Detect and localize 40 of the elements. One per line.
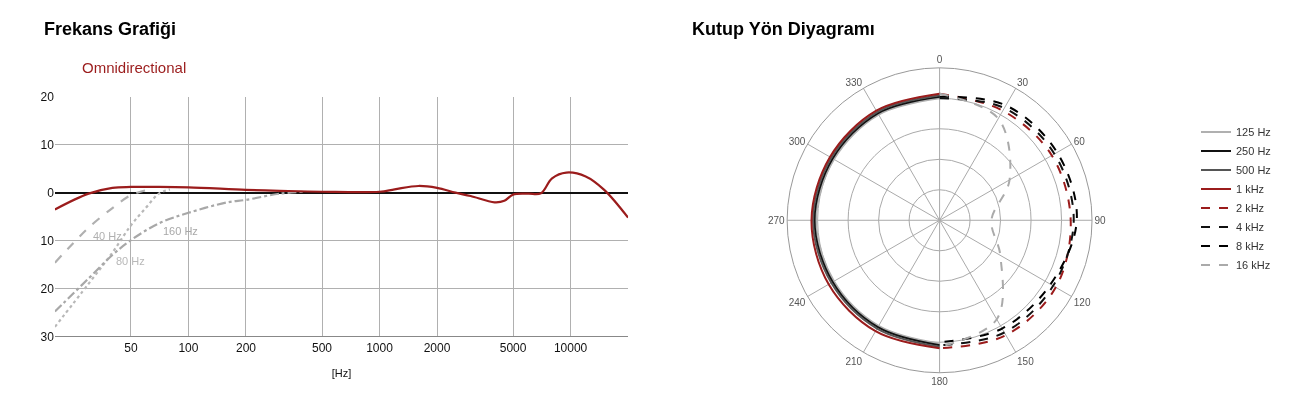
x-tick-label: 50 bbox=[124, 340, 138, 355]
spoke-label: 30 bbox=[1017, 77, 1029, 89]
chart-title: Kutup Yön Diyagramı bbox=[692, 19, 875, 39]
spoke-label: 270 bbox=[767, 214, 786, 226]
y-tick-label: 0 bbox=[47, 185, 55, 200]
y-tick-label: 30 bbox=[40, 329, 55, 344]
spoke-label: 120 bbox=[1073, 296, 1091, 308]
series-label: 40 Hz bbox=[93, 230, 122, 242]
legend-label: 1 kHz bbox=[1236, 183, 1265, 196]
x-tick-label: 100 bbox=[178, 340, 199, 355]
chart-title: Frekans Grafiği bbox=[44, 19, 177, 39]
series-label: 80 Hz bbox=[116, 255, 145, 267]
x-tick-label: 5000 bbox=[499, 340, 527, 355]
x-tick-label: 1000 bbox=[366, 340, 394, 355]
legend-label: 250 Hz bbox=[1236, 145, 1271, 158]
y-tick-label: 20 bbox=[40, 281, 55, 296]
legend-label: 2 kHz bbox=[1236, 202, 1265, 215]
spoke-label: 210 bbox=[845, 355, 863, 367]
x-tick-label: 200 bbox=[235, 340, 257, 355]
spoke-label: 60 bbox=[1073, 135, 1086, 147]
x-axis-title: [Hz] bbox=[331, 367, 352, 380]
x-tick-label: 10000 bbox=[553, 340, 588, 355]
spoke-label: 330 bbox=[845, 77, 863, 89]
spoke-label: 240 bbox=[788, 296, 806, 308]
spoke-label: 180 bbox=[931, 376, 949, 388]
spoke-label: 300 bbox=[788, 135, 806, 147]
chart-subtitle: Omnidirectional bbox=[82, 59, 187, 76]
spoke-label: 150 bbox=[1017, 355, 1035, 367]
legend-label: 16 kHz bbox=[1236, 259, 1271, 272]
x-tick-label: 500 bbox=[311, 340, 333, 355]
y-tick-label: 20 bbox=[40, 90, 55, 105]
legend-label: 125 Hz bbox=[1236, 126, 1271, 139]
spoke-label: 90 bbox=[1094, 214, 1107, 226]
legend-label: 8 kHz bbox=[1236, 240, 1265, 253]
y-tick-label: 10 bbox=[40, 137, 55, 152]
spoke-label: 0 bbox=[936, 54, 943, 66]
y-tick-label: 10 bbox=[40, 233, 55, 248]
legend-label: 4 kHz bbox=[1236, 221, 1265, 234]
legend-label: 500 Hz bbox=[1236, 164, 1271, 177]
x-tick-label: 2000 bbox=[423, 340, 451, 355]
